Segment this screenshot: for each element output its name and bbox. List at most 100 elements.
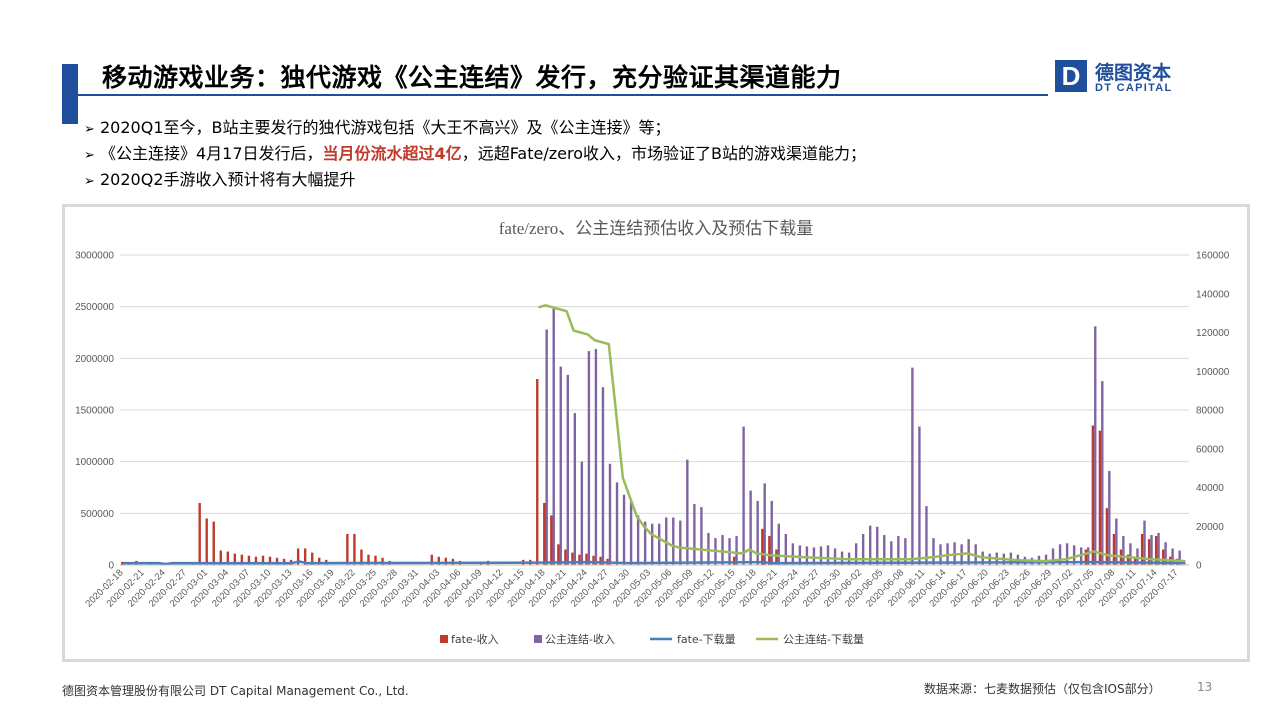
page-number: 13 xyxy=(1197,680,1213,694)
bar-mark xyxy=(721,535,724,565)
bullet-text-tail: ，远超Fate/zero收入，市场验证了B站的游戏渠道能力； xyxy=(461,144,866,163)
bar-mark xyxy=(360,549,363,565)
y-right-tick-label: 40000 xyxy=(1196,483,1224,494)
bar-mark xyxy=(1136,548,1139,565)
bar-mark xyxy=(643,521,647,565)
bar-mark xyxy=(226,551,230,565)
bullet-list: ➢ 2020Q1至今，B站主要发行的独代游戏包括《大王不高兴》及《公主连接》等； … xyxy=(84,116,866,194)
y-left-tick-label: 1000000 xyxy=(75,457,114,468)
bar-mark xyxy=(543,503,546,565)
bar-mark xyxy=(550,515,553,565)
y-left-tick-label: 3000000 xyxy=(75,251,114,262)
bar-mark xyxy=(1101,381,1104,565)
bar-mark xyxy=(1098,430,1102,565)
y-right-tick-label: 100000 xyxy=(1196,367,1230,378)
bar-mark xyxy=(240,554,244,565)
bar-mark xyxy=(296,548,300,565)
bar-mark xyxy=(247,555,251,565)
bar-mark xyxy=(1091,425,1095,565)
bar-mark xyxy=(918,426,921,565)
bar-mark xyxy=(756,500,759,565)
bar-mark xyxy=(1126,554,1130,565)
y-left-tick-label: 2000000 xyxy=(75,354,114,365)
bar-mark xyxy=(198,503,201,565)
page-title: 移动游戏业务：独代游戏《公主连结》发行，充分验证其渠道能力 xyxy=(102,63,842,92)
bar-mark xyxy=(1150,535,1153,565)
bar-mark xyxy=(430,554,433,565)
chart-legend: fate-收入 公主连结-收入 fate-下载量 公主连结-下载量 xyxy=(440,632,864,646)
bar-mark xyxy=(658,523,661,565)
chart-lines xyxy=(123,304,1186,566)
bar-mark xyxy=(777,523,780,565)
bar-mark xyxy=(564,549,567,565)
y-right-tick-label: 80000 xyxy=(1196,406,1224,417)
bar-mark xyxy=(580,461,584,565)
bar-mark xyxy=(545,329,548,565)
bar-mark xyxy=(939,544,942,565)
y-right-tick-label: 0 xyxy=(1196,561,1202,572)
bar-mark xyxy=(444,557,448,565)
y-right-tick-label: 120000 xyxy=(1196,328,1230,339)
bar-mark xyxy=(268,556,272,565)
bar-mark xyxy=(346,534,349,565)
bullet-text: 2020Q2手游收入预计将有大幅提升 xyxy=(100,170,356,189)
bar-mark xyxy=(437,556,440,565)
bar-mark xyxy=(1087,547,1090,565)
bar-mark xyxy=(897,536,900,565)
bar-mark xyxy=(1161,549,1165,565)
bar-mark xyxy=(1178,550,1181,565)
bar-mark xyxy=(1157,532,1160,565)
bar-mark xyxy=(233,553,237,565)
bar-mark xyxy=(275,557,279,565)
bar-mark xyxy=(629,500,633,565)
bar-mark xyxy=(784,534,787,565)
logo-chinese-name: 德图资本 xyxy=(1095,62,1172,84)
bar-mark xyxy=(707,532,710,565)
revenue-downloads-chart: fate/zero、公主连结预估收入及预估下载量 050000010000001… xyxy=(75,219,1230,646)
bar-mark xyxy=(219,550,222,565)
bar-mark xyxy=(587,351,591,565)
bar-mark xyxy=(566,374,569,565)
legend-swatch xyxy=(440,635,448,643)
bar-mark xyxy=(700,507,703,565)
bar-mark xyxy=(381,557,384,565)
bullet-item-3: ➢ 2020Q2手游收入预计将有大幅提升 xyxy=(84,168,866,194)
bar-mark xyxy=(1122,536,1125,565)
y-left-tick-label: 500000 xyxy=(81,509,115,520)
bar-mark xyxy=(770,500,773,565)
bullet-item-1: ➢ 2020Q1至今，B站主要发行的独代游戏包括《大王不高兴》及《公主连接》等； xyxy=(84,116,866,142)
bar-mark xyxy=(812,547,816,565)
y-left-tick-label: 1500000 xyxy=(75,406,114,417)
bar-mark xyxy=(1171,548,1174,565)
y-left-tick-label: 2500000 xyxy=(75,302,114,313)
series-line xyxy=(538,304,1186,563)
legend-swatch xyxy=(534,635,542,643)
bar-mark xyxy=(761,528,764,565)
bar-mark xyxy=(1133,556,1137,565)
bar-mark xyxy=(1105,508,1109,565)
bar-mark xyxy=(819,546,823,565)
legend-label: 公主连结-下载量 xyxy=(783,633,864,646)
bar-mark xyxy=(791,543,795,565)
bar-mark xyxy=(749,490,752,565)
bar-mark xyxy=(557,544,560,565)
bar-mark xyxy=(1129,543,1132,565)
bar-mark xyxy=(318,557,321,565)
bar-mark xyxy=(1115,518,1118,565)
bar-mark xyxy=(121,561,124,565)
bar-mark xyxy=(925,506,928,565)
bar-mark xyxy=(599,556,602,565)
y-right-tick-label: 160000 xyxy=(1196,251,1230,262)
bar-mark xyxy=(374,555,377,565)
legend-label: fate-收入 xyxy=(451,632,499,646)
bar-mark xyxy=(578,554,581,565)
bar-mark xyxy=(686,459,689,565)
bar-mark xyxy=(261,555,265,565)
bar-mark xyxy=(768,536,771,565)
bar-mark xyxy=(775,549,778,565)
bar-mark xyxy=(353,534,356,565)
bar-mark xyxy=(967,539,970,565)
bar-mark xyxy=(601,387,605,565)
bar-mark xyxy=(573,413,577,565)
bar-mark xyxy=(1051,548,1055,565)
